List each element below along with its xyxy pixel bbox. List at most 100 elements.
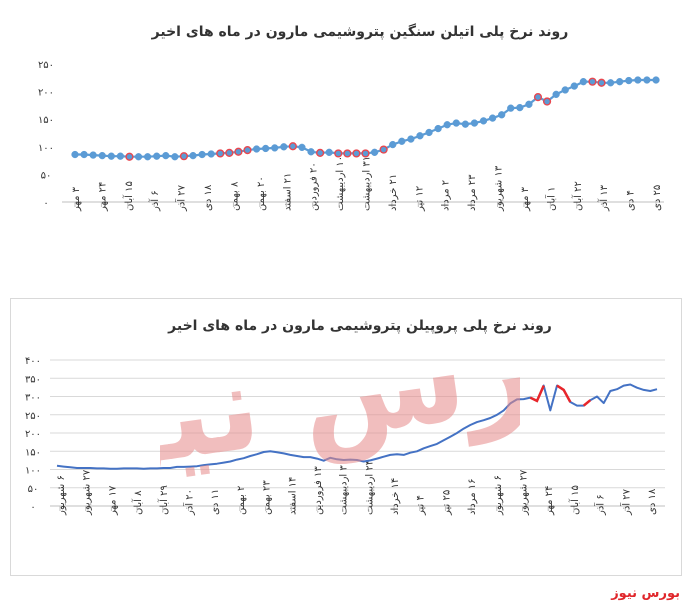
data-point [179,152,189,161]
x-tick-label: ۱۳ شهریور [494,165,505,212]
data-point [588,77,597,86]
data-point [525,100,533,108]
data-point [252,145,261,153]
y-tick-label: ۲۵۰ [38,60,54,71]
data-point [116,152,125,160]
data-point [606,79,615,87]
data-point [207,150,215,158]
x-tick-label: ۲۵ تیر [441,490,452,516]
chart-hdpe: روند نرخ پلی اتیلن سنگین پتروشیمی مارون … [38,23,664,212]
x-tick-label: ۲۹ آبان [157,485,170,515]
data-point [416,132,424,140]
data-point [325,148,333,156]
data-point [134,153,143,161]
data-point [634,76,642,84]
data-point [434,124,442,133]
data-point [171,153,179,161]
data-point [316,148,325,157]
data-point [216,149,225,158]
x-tick-label: ۳۱ اردیبهشت [362,156,373,211]
x-tick-label: ۲۰ آذر [182,489,195,516]
data-point [89,151,97,159]
x-tick-label: ۶ آذر [594,494,607,516]
x-tick-label: ۲۷ آذر [175,184,188,212]
series-highlight-segment [556,384,572,403]
x-tick-label: ۱۱ دی [210,489,221,515]
x-tick-label: ۲۴ اردیبهشت [364,460,375,515]
y-tick-label: ۲۰۰ [25,429,41,440]
data-point [379,145,388,154]
data-point [533,93,543,102]
data-point [271,144,279,152]
data-point [643,76,651,84]
data-point [597,78,606,87]
data-point [625,76,633,85]
x-tick-label: ۱۶ مرداد [467,479,478,516]
y-tick-label: ۵۰ [41,170,52,181]
data-point [479,117,488,125]
x-tick-label: ۱۴ خرداد [390,478,401,515]
x-tick-label: ۲۰ فروردین [309,162,320,211]
x-tick-label: ۲۷ شهریور [82,469,93,516]
series-highlight-segment [529,385,545,403]
data-point [153,152,161,160]
y-tick-label: ۱۰۰ [25,466,41,477]
chart-frame-pp [10,298,682,576]
x-tick-label: ۱۵ آبان [568,485,581,515]
x-tick-label: ۳ اردیبهشت [339,465,350,515]
data-point [343,149,352,158]
x-tick-label: ۲۲ آبان [571,181,584,211]
data-point [71,150,79,159]
x-tick-label: ۲۷ شهریور [519,469,530,516]
data-point [570,82,578,90]
data-point [225,148,234,157]
x-tick-label: ۲۴ مهر [544,486,555,516]
x-tick-label: ۸ بهمن [229,181,240,211]
x-tick-label: ۲ بهمن [236,486,247,515]
x-tick-label: ۱۸ دی [647,488,658,515]
x-tick-label: ۴ دی [626,190,637,211]
x-tick-label: ۱۳ آذر [597,184,610,212]
data-point [652,76,660,84]
data-point [552,90,560,99]
data-point [461,120,470,128]
y-tick-label: ۰ [43,198,48,209]
y-tick-label: ۵۰ [28,484,39,495]
x-tick-label: ۱۷ مهر [107,485,118,516]
data-point [261,144,270,153]
x-tick-label: ۶ آذر [148,190,161,212]
data-point [498,111,506,119]
x-tick-label: ۱۵ آبان [122,181,135,211]
x-tick-label: ۲۱ اسفند [282,173,293,211]
data-point [443,121,451,129]
data-point [407,135,415,143]
series-highlight-segment [582,399,592,407]
x-tick-label: ۶ شهریور [493,475,504,516]
data-point [616,78,624,86]
x-tick-label: ۶ شهریور [56,475,67,516]
data-point [298,143,306,152]
brand-label: بورس نیوز [611,586,680,601]
x-tick-label: ۲۳ مرداد [467,174,478,211]
x-tick-label: ۲۱ خرداد [388,174,399,211]
y-tick-label: ۱۰۰ [38,143,54,154]
y-tick-label: ۳۵۰ [25,374,41,385]
y-tick-label: ۰ [30,502,35,513]
data-point [288,142,297,151]
data-point [542,97,552,106]
data-point [243,146,252,155]
data-point [425,128,433,137]
x-tick-label: ۱ آبان [544,186,557,211]
data-point [389,140,397,149]
x-tick-label: ۲۵ دی [652,185,663,211]
y-tick-label: ۲۰۰ [38,88,54,99]
data-point [189,151,197,160]
data-point [80,150,88,159]
x-tick-label: ۳ مهر [520,186,531,212]
data-point [162,151,170,160]
x-tick-label: ۲۷ آذر [619,488,632,516]
data-point [398,137,406,145]
x-tick-label: ۱۳ فروردین [313,466,324,515]
x-tick-label: ۱۴ اسفند [287,477,298,515]
x-tick-label: ۲۰ بهمن [256,176,267,211]
